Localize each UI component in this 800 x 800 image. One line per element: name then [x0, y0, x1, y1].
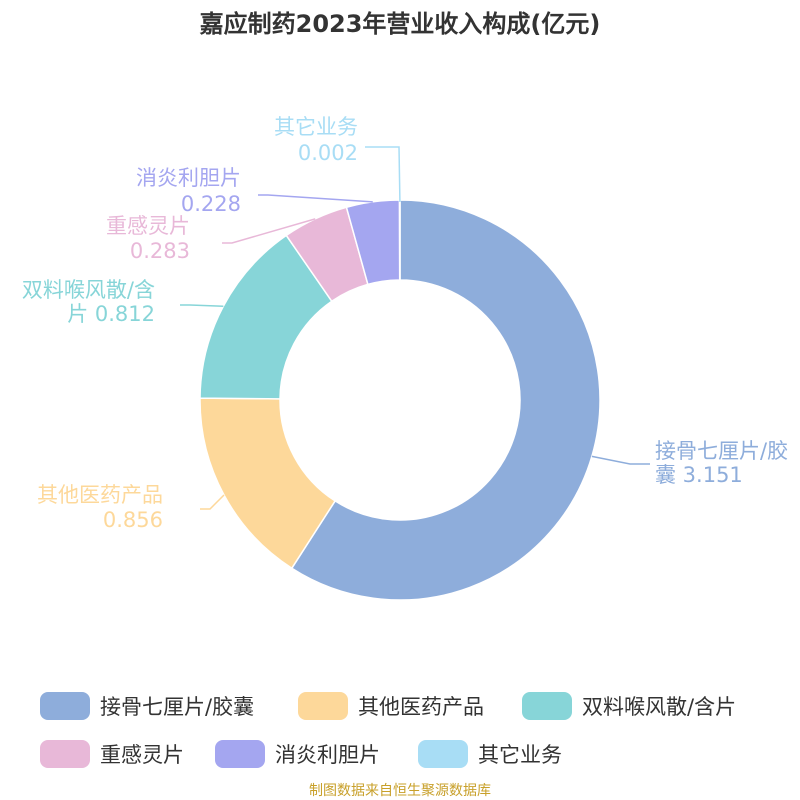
- legend-swatch: [418, 740, 468, 768]
- callout-label-2: 双料喉风散/含: [22, 278, 155, 302]
- source-note: 制图数据来自恒生聚源数据库: [309, 783, 491, 799]
- legend-swatch: [522, 692, 572, 720]
- donut-slices: [199, 199, 601, 601]
- callout-label-0: 接骨七厘片/胶: [655, 439, 788, 463]
- legend-label: 双料喉风散/含片: [582, 695, 736, 719]
- chart-title: 嘉应制药2023年营业收入构成(亿元): [200, 10, 601, 38]
- legend-item-1[interactable]: 其他医药产品: [298, 692, 484, 720]
- legend-item-5[interactable]: 其它业务: [418, 740, 562, 768]
- legend-swatch: [215, 740, 265, 768]
- legend-label: 其它业务: [478, 743, 562, 767]
- callout-line-2: [180, 304, 224, 308]
- slice-0: [290, 199, 601, 601]
- legend-swatch: [40, 740, 90, 768]
- callout-label-5: 其它业务: [274, 115, 358, 139]
- callout-line-4: [258, 194, 373, 203]
- legend-label: 接骨七厘片/胶囊: [100, 695, 254, 719]
- callout-label-3: 0.283: [130, 239, 190, 263]
- legend-item-3[interactable]: 重感灵片: [40, 740, 184, 768]
- legend-item-0[interactable]: 接骨七厘片/胶囊: [40, 692, 254, 720]
- callout-line-3: [222, 218, 316, 244]
- callout-line-0: [591, 455, 650, 465]
- callout-label-1: 其他医药产品: [37, 483, 163, 507]
- callout-label-4: 0.228: [181, 192, 241, 216]
- callout-label-3: 重感灵片: [106, 214, 190, 238]
- callout-label-2: 片 0.812: [67, 302, 155, 326]
- legend-item-4[interactable]: 消炎利胆片: [215, 740, 380, 768]
- callout-line-5: [365, 146, 401, 203]
- callout-line-1: [200, 494, 225, 510]
- legend-swatch: [298, 692, 348, 720]
- legend-item-2[interactable]: 双料喉风散/含片: [522, 692, 736, 720]
- legend-label: 重感灵片: [100, 743, 184, 767]
- callout-label-1: 0.856: [103, 508, 163, 532]
- callout-label-5: 0.002: [298, 141, 358, 165]
- legend-label: 消炎利胆片: [275, 743, 380, 767]
- callout-label-0: 囊 3.151: [655, 463, 743, 487]
- callout-label-4: 消炎利胆片: [136, 166, 241, 190]
- legend-label: 其他医药产品: [358, 695, 484, 719]
- legend-swatch: [40, 692, 90, 720]
